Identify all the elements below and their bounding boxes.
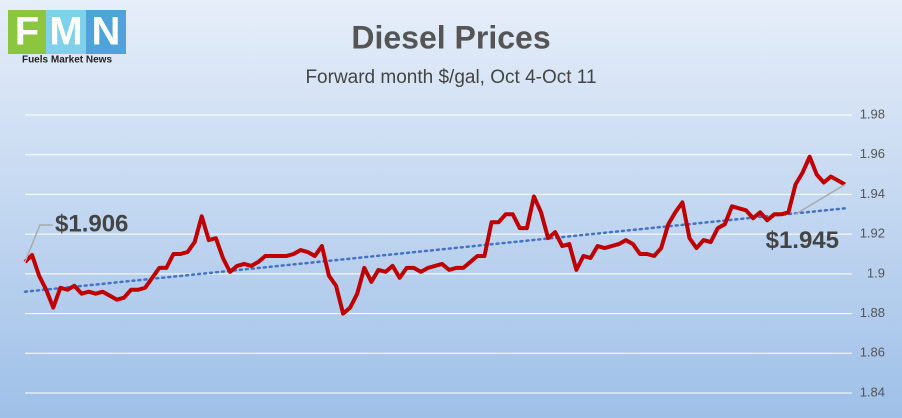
- logo-tile: [46, 10, 86, 54]
- logo-letter: N: [92, 10, 121, 54]
- logo: F M N Fuels Market News: [8, 10, 126, 66]
- logo-letter: M: [49, 10, 82, 54]
- chart-title: Diesel Prices: [351, 19, 550, 55]
- chart-subtitle: Forward month $/gal, Oct 4-Oct 11: [305, 67, 596, 88]
- leader-line: [24, 224, 53, 263]
- leader-line: [794, 183, 846, 216]
- logo-tile: [86, 10, 126, 54]
- y-tick-label: 1.9: [867, 265, 885, 280]
- y-tick-label: 1.98: [860, 106, 885, 121]
- logo-tagline: Fuels Market News: [22, 55, 112, 66]
- annotation: $1.945: [766, 227, 839, 254]
- y-tick-label: 1.86: [860, 345, 885, 360]
- y-tick-label: 1.96: [860, 146, 885, 161]
- y-tick-label: 1.94: [860, 186, 885, 201]
- logo-tile: [8, 10, 46, 54]
- y-tick-label: 1.88: [860, 305, 885, 320]
- y-tick-label: 1.92: [860, 226, 885, 241]
- y-tick-label: 1.84: [860, 384, 885, 399]
- logo-letter: F: [15, 10, 39, 54]
- price-line: [23, 154, 846, 316]
- annotation: $1.906: [55, 210, 128, 237]
- trendline: [23, 207, 847, 293]
